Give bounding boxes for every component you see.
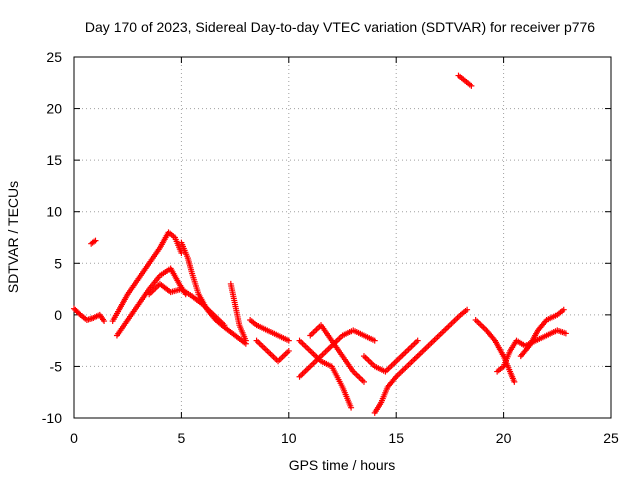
grid-lines xyxy=(74,57,611,418)
data-point xyxy=(285,347,292,354)
y-tick-label: 25 xyxy=(46,49,62,65)
series-track-i xyxy=(253,337,292,365)
series-track-h xyxy=(247,317,292,344)
data-point xyxy=(92,237,99,244)
plot-frame xyxy=(73,56,612,419)
data-point xyxy=(414,337,421,344)
x-axis-label: GPS time / hours xyxy=(289,457,396,473)
data-marks xyxy=(71,72,569,416)
series-track-g xyxy=(227,280,249,344)
data-point xyxy=(348,404,355,411)
data-point xyxy=(468,82,475,89)
data-point xyxy=(464,306,471,313)
x-tick-label: 0 xyxy=(70,430,78,446)
data-point xyxy=(242,337,249,344)
x-tick-label: 15 xyxy=(388,430,404,446)
series-track-r xyxy=(517,306,567,360)
y-tick-label: -10 xyxy=(42,410,62,426)
data-point xyxy=(101,318,108,325)
data-point xyxy=(371,337,378,344)
x-tick-label: 20 xyxy=(496,430,512,446)
series-track-n xyxy=(371,306,471,416)
x-tick-label: 10 xyxy=(281,430,297,446)
y-tick-label: 10 xyxy=(46,204,62,220)
data-point xyxy=(178,249,185,256)
y-tick-label: 20 xyxy=(46,101,62,117)
series-track-o xyxy=(455,72,475,89)
data-point xyxy=(360,378,367,385)
series-track-m xyxy=(360,337,421,375)
data-point xyxy=(562,330,569,337)
y-tick-label: 0 xyxy=(54,307,62,323)
x-tick-label: 5 xyxy=(178,430,186,446)
data-point xyxy=(511,378,518,385)
y-tick-label: 15 xyxy=(46,152,62,168)
series-track-f xyxy=(178,239,249,347)
y-axis-label: SDTVAR / TECUs xyxy=(5,181,21,293)
x-tick-label: 25 xyxy=(603,430,619,446)
data-point xyxy=(285,337,292,344)
series-track-c xyxy=(109,229,185,325)
series-track-b xyxy=(88,237,99,247)
series-track-k xyxy=(296,327,378,380)
series-track-q xyxy=(494,327,569,375)
series-track-p xyxy=(472,317,518,385)
y-tick-label: -5 xyxy=(50,358,63,374)
chart-title: Day 170 of 2023, Sidereal Day-to-day VTE… xyxy=(85,19,595,35)
series-track-l xyxy=(307,322,367,385)
y-tick-label: 5 xyxy=(54,255,62,271)
axis-ticks: 0 5 10 15 20 25 -10 -5 0 5 10 15 20 25 xyxy=(42,49,619,446)
series-track-a xyxy=(71,305,108,325)
data-point xyxy=(560,306,567,313)
